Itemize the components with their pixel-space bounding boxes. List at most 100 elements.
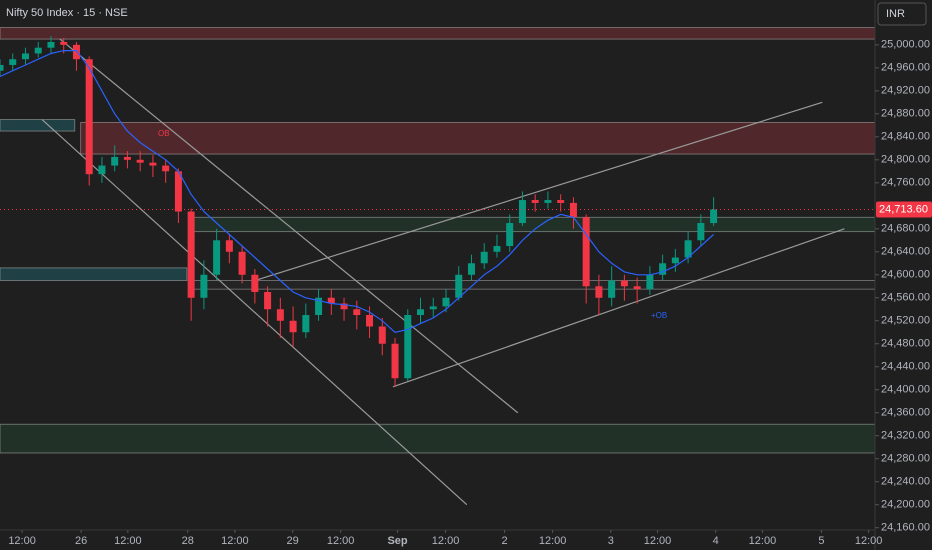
zone bbox=[0, 27, 876, 40]
x-tick-label: 12:00 bbox=[644, 535, 672, 547]
candle-body bbox=[315, 297, 323, 316]
y-tick-label: 24,800.00 bbox=[881, 154, 930, 166]
candle-body bbox=[391, 343, 399, 379]
candle-body bbox=[544, 200, 552, 203]
x-tick-label: 12:00 bbox=[327, 535, 355, 547]
x-tick-label: Sep bbox=[387, 535, 407, 547]
candle-body bbox=[684, 240, 692, 258]
y-tick-label: 24,240.00 bbox=[881, 476, 930, 488]
y-tick-label: 24,200.00 bbox=[881, 499, 930, 511]
candle-body bbox=[467, 263, 475, 275]
candle-body bbox=[455, 274, 463, 298]
candle-body bbox=[404, 315, 412, 379]
candle-body bbox=[569, 202, 577, 218]
y-tick-label: 24,160.00 bbox=[881, 522, 930, 534]
x-tick-label: 12:00 bbox=[8, 535, 36, 547]
candle-body bbox=[442, 297, 450, 307]
candle-body bbox=[123, 156, 131, 160]
x-tick-label: 26 bbox=[75, 535, 87, 547]
candle-body bbox=[531, 200, 539, 203]
x-tick-label: 5 bbox=[818, 535, 824, 547]
candle-body bbox=[608, 280, 616, 298]
candle-body bbox=[9, 59, 17, 65]
last-price-label: 24,713.60 bbox=[879, 203, 928, 215]
candle-body bbox=[340, 303, 348, 310]
candle-body bbox=[72, 44, 80, 60]
zone bbox=[190, 280, 876, 290]
candle-body bbox=[302, 315, 310, 333]
candle-body bbox=[34, 47, 42, 54]
y-tick-label: 24,480.00 bbox=[881, 338, 930, 350]
candle-body bbox=[162, 165, 170, 172]
x-tick-label: 28 bbox=[182, 535, 194, 547]
x-tick-label: 12:00 bbox=[114, 535, 142, 547]
candle-body bbox=[213, 240, 221, 275]
candle-body bbox=[238, 251, 246, 275]
y-tick-label: 25,000.00 bbox=[881, 39, 930, 51]
candle-body bbox=[480, 251, 488, 264]
candle-body bbox=[174, 171, 182, 212]
y-tick-label: 24,360.00 bbox=[881, 407, 930, 419]
candle-body bbox=[225, 240, 233, 252]
chart-title: Nifty 50 Index · 15 · NSE bbox=[6, 7, 128, 19]
y-tick-label: 24,880.00 bbox=[881, 108, 930, 120]
y-tick-label: 24,680.00 bbox=[881, 223, 930, 235]
x-tick-label: 12:00 bbox=[432, 535, 460, 547]
candle-body bbox=[659, 263, 667, 275]
candle-body bbox=[710, 209, 718, 224]
x-tick-label: 12:00 bbox=[539, 535, 567, 547]
candle-body bbox=[646, 274, 654, 290]
candle-body bbox=[671, 257, 679, 264]
candle-body bbox=[85, 59, 93, 175]
candle-body bbox=[417, 309, 425, 316]
candle-body bbox=[47, 41, 55, 48]
candle-body bbox=[264, 292, 272, 310]
candle-body bbox=[582, 217, 590, 287]
candle-body bbox=[697, 223, 705, 241]
y-tick-label: 24,960.00 bbox=[881, 62, 930, 74]
trend-line bbox=[392, 228, 845, 388]
y-tick-label: 24,440.00 bbox=[881, 361, 930, 373]
candle-body bbox=[136, 159, 144, 163]
candle-body bbox=[251, 274, 259, 293]
x-tick-label: 12:00 bbox=[855, 535, 883, 547]
candle-body bbox=[276, 309, 284, 321]
moving-average bbox=[0, 50, 715, 333]
last-price-tag bbox=[876, 201, 932, 218]
currency-box[interactable] bbox=[877, 2, 927, 26]
candle-body bbox=[289, 320, 297, 333]
candle-body bbox=[327, 297, 335, 304]
candle-body bbox=[557, 200, 565, 203]
annotation: +OB bbox=[651, 311, 667, 320]
y-tick-label: 24,600.00 bbox=[881, 269, 930, 281]
y-tick-label: 24,920.00 bbox=[881, 85, 930, 97]
candle-body bbox=[187, 211, 195, 298]
candle-body bbox=[633, 286, 641, 290]
y-tick-label: 24,280.00 bbox=[881, 453, 930, 465]
candle-body bbox=[378, 326, 386, 344]
candle-body bbox=[620, 280, 628, 287]
candle-body bbox=[111, 156, 119, 166]
y-tick-label: 24,520.00 bbox=[881, 315, 930, 327]
currency: INR bbox=[886, 8, 905, 20]
candle-body bbox=[21, 53, 29, 60]
candle-body bbox=[493, 246, 501, 252]
y-tick-label: 24,640.00 bbox=[881, 246, 930, 258]
candle-body bbox=[518, 200, 526, 224]
y-tick-label: 24,320.00 bbox=[881, 430, 930, 442]
y-tick-label: 24,840.00 bbox=[881, 131, 930, 143]
zone bbox=[0, 423, 876, 454]
trend-line bbox=[254, 101, 823, 282]
y-tick-label: 24,400.00 bbox=[881, 384, 930, 396]
zone bbox=[0, 267, 188, 281]
candle-body bbox=[60, 41, 68, 45]
plot-area bbox=[0, 27, 876, 506]
x-tick-label: 4 bbox=[713, 535, 719, 547]
candle-body bbox=[0, 64, 4, 71]
trend-line bbox=[41, 119, 468, 506]
candle-body bbox=[149, 162, 157, 166]
candle-body bbox=[200, 274, 208, 298]
zone bbox=[80, 122, 876, 155]
